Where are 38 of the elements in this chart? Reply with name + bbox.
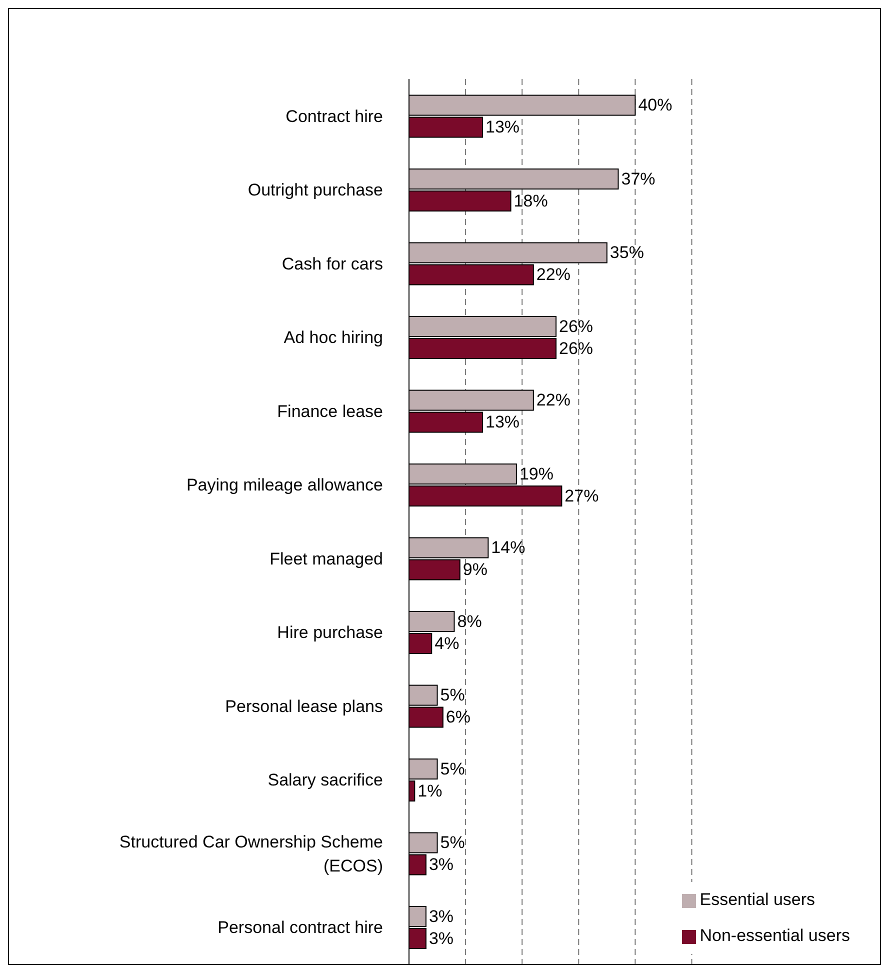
data-label: 18% [514, 191, 548, 210]
y-tick-label: Ad hoc hiring [284, 328, 383, 347]
y-tick-label: Fleet managed [270, 548, 383, 568]
data-label: 3% [428, 928, 454, 948]
data-label: 9% [462, 560, 488, 580]
data-label: 35% [610, 243, 644, 262]
data-label: 40% [638, 96, 672, 115]
y-tick-label: Finance lease [277, 401, 383, 420]
y-tick-label: Cash for cars [282, 254, 383, 273]
data-label: 19% [519, 464, 554, 484]
data-label: 22% [536, 390, 570, 410]
data-label: 13% [486, 118, 520, 137]
data-label: 5% [440, 759, 465, 778]
data-label: 3% [428, 906, 454, 926]
data-label: 8% [457, 612, 482, 631]
y-tick-label: Salary sacrifice [268, 770, 383, 790]
data-label: 4% [434, 634, 460, 653]
y-tick-label: Personal contract hire [218, 918, 383, 937]
data-label: 1% [418, 781, 442, 800]
data-label: 26% [559, 338, 594, 358]
y-tick-label: Outright purchase [248, 180, 383, 200]
data-label: 37% [621, 169, 656, 188]
y-tick-label: Personal lease plans [225, 696, 383, 716]
y-tick-label: Structured Car Ownership Scheme (ECOS) [119, 832, 383, 875]
data-label: 22% [536, 265, 570, 284]
y-tick-label: Hire purchase [277, 622, 383, 642]
y-tick-label: Paying mileage allowance [186, 475, 383, 494]
y-tick-label: Contract hire [286, 106, 383, 126]
data-label: 26% [559, 316, 594, 336]
data-label: 5% [440, 686, 465, 705]
data-label: 5% [440, 833, 465, 852]
data-label: 3% [428, 855, 454, 874]
data-label: 6% [446, 708, 471, 727]
data-label: 14% [491, 538, 526, 558]
legend-label: Essential users [700, 890, 816, 909]
data-label: 13% [486, 412, 520, 432]
data-label: 27% [564, 486, 599, 506]
legend-label: Non-essential users [700, 926, 850, 945]
